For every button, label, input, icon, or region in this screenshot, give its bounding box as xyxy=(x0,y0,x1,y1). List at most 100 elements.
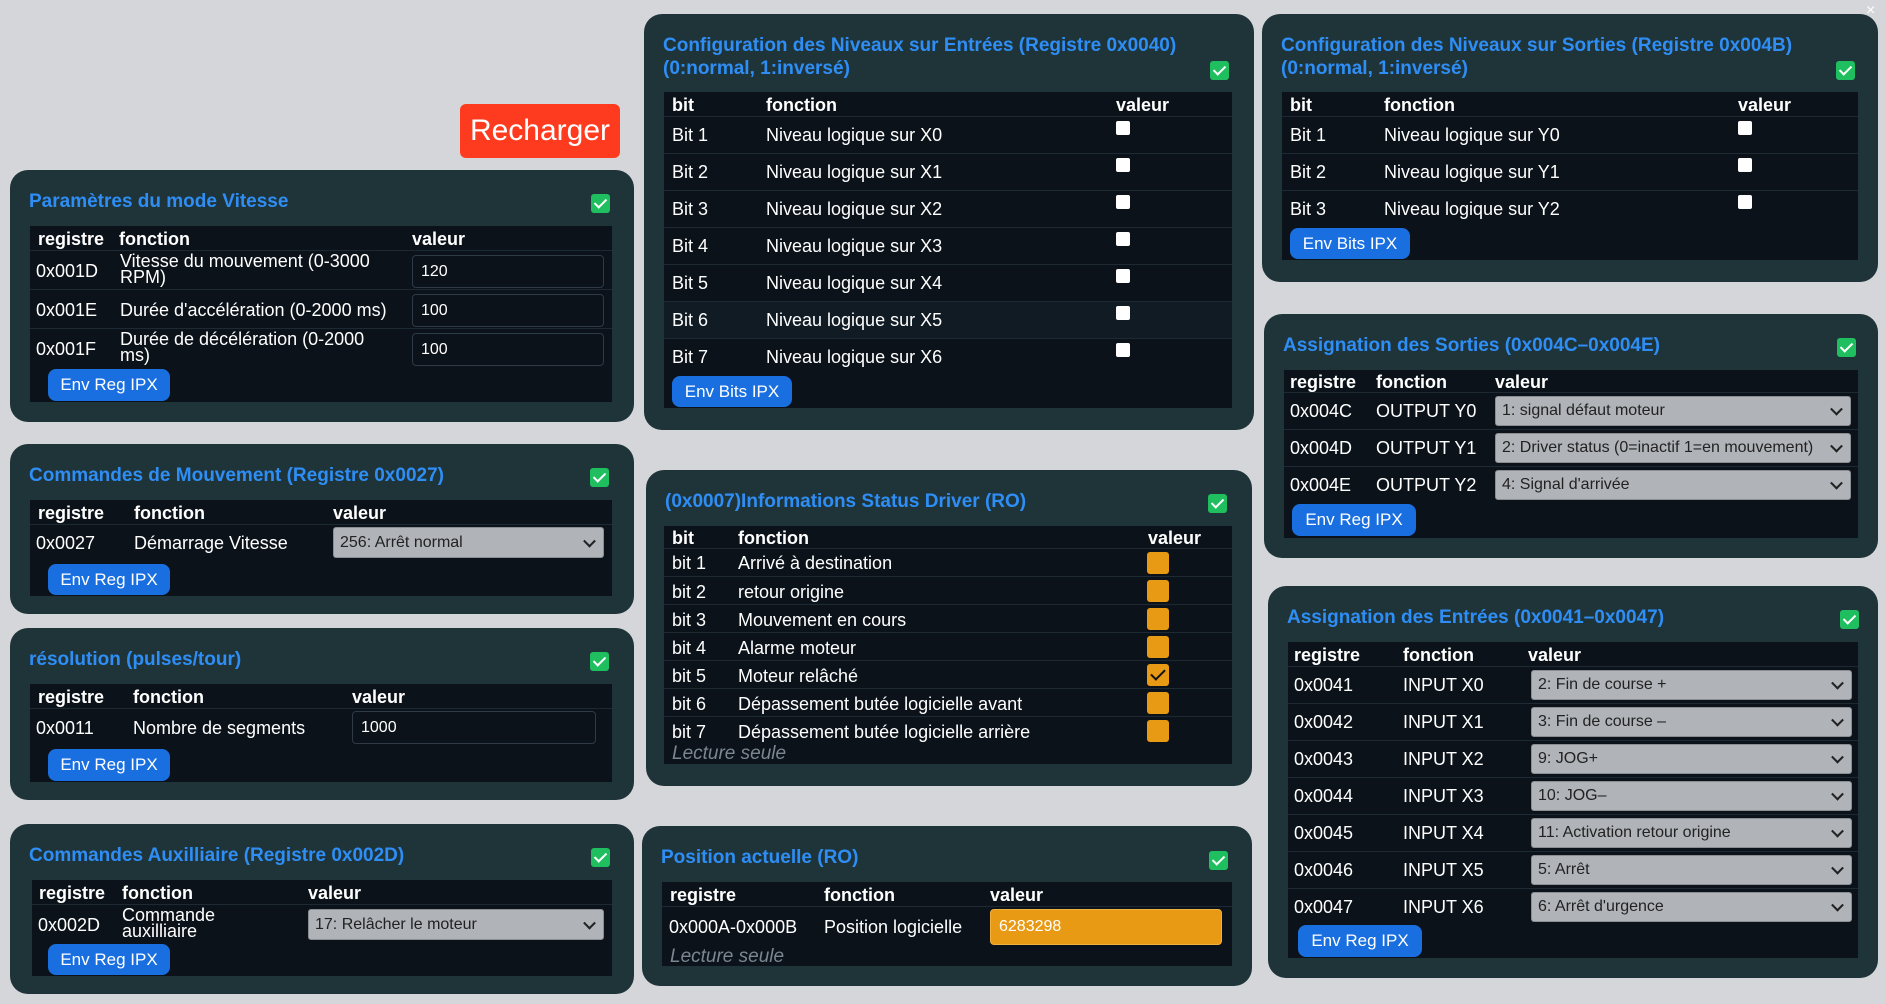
table-row: bit 6 Dépassement butée logicielle avant xyxy=(664,688,1232,716)
table-row: 0x001F Durée de décélération (0-2000 ms)… xyxy=(30,328,612,367)
position-table: registre fonction valeur 0x000A-0x000B P… xyxy=(662,882,1232,967)
function-label: Arrivé à destination xyxy=(738,553,893,573)
table-row: bit 2 retour origine xyxy=(664,576,1232,604)
table-row: Bit 2 Niveau logique sur X1 xyxy=(664,153,1232,190)
bit-label: bit 4 xyxy=(672,638,707,658)
level-checkbox[interactable] xyxy=(1116,195,1130,209)
col-fonction: fonction xyxy=(738,528,809,548)
readonly-note: Lecture seule xyxy=(670,946,785,967)
send-reg-button[interactable]: Env Reg IPX xyxy=(1298,925,1422,957)
table-row: Bit 3 Niveau logique sur Y2 xyxy=(1282,190,1858,227)
panel-checkbox[interactable] xyxy=(1209,851,1228,870)
function-label: Dépassement butée logicielle avant xyxy=(738,694,1023,714)
level-checkbox[interactable] xyxy=(1738,121,1752,135)
col-valeur: valeur xyxy=(412,229,466,249)
bit-label: Bit 4 xyxy=(672,236,709,256)
panel-checkbox[interactable] xyxy=(590,468,609,487)
level-checkbox[interactable] xyxy=(1116,158,1130,172)
register-code: 0x0045 xyxy=(1294,823,1354,843)
send-reg-button[interactable]: Env Reg IPX xyxy=(48,564,170,595)
col-registre: registre xyxy=(39,883,106,903)
input-x0-select[interactable]: 2: Fin de course + xyxy=(1531,670,1852,700)
bit-label: Bit 3 xyxy=(1290,199,1327,219)
output-y0-select[interactable]: 1: signal défaut moteur xyxy=(1495,396,1851,426)
register-code: 0x0027 xyxy=(36,533,96,553)
decel-input[interactable]: 100 xyxy=(412,333,604,366)
level-checkbox[interactable] xyxy=(1116,306,1130,320)
table-row: Bit 1 Niveau logique sur X0 xyxy=(664,116,1232,153)
send-reg-button[interactable]: Env Reg IPX xyxy=(48,944,170,975)
send-reg-button[interactable]: Env Reg IPX xyxy=(1292,504,1416,536)
function-label: Dépassement butée logicielle arrière xyxy=(738,722,1031,742)
send-reg-button[interactable]: Env Reg IPX xyxy=(48,369,170,401)
col-fonction: fonction xyxy=(119,229,190,249)
function-label: Niveau logique sur Y1 xyxy=(1384,162,1560,182)
table-row: 0x004E OUTPUT Y2 4: Signal d'arrivée xyxy=(1284,466,1858,503)
panel-checkbox[interactable] xyxy=(590,652,609,671)
register-code: 0x001D xyxy=(36,261,99,281)
col-valeur: valeur xyxy=(333,503,387,523)
position-readout: 6283298 xyxy=(990,909,1222,945)
panel-checkbox[interactable] xyxy=(1836,61,1855,80)
movement-select[interactable]: 256: Arrêt normal xyxy=(333,527,604,558)
register-code: 0x0043 xyxy=(1294,749,1354,769)
panel-checkbox[interactable] xyxy=(1210,61,1229,80)
speed-input[interactable]: 120 xyxy=(412,255,604,288)
panel-title: Position actuelle (RO) xyxy=(661,847,859,868)
function-label: Niveau logique sur X5 xyxy=(766,310,943,330)
level-checkbox[interactable] xyxy=(1116,121,1130,135)
register-table: registre fonction valeur 0x002D Commande… xyxy=(32,880,612,976)
reload-button[interactable]: Recharger xyxy=(460,104,620,158)
input-x2-select[interactable]: 9: JOG+ xyxy=(1531,744,1852,774)
send-bits-button[interactable]: Env Bits IPX xyxy=(672,376,792,407)
col-registre: registre xyxy=(1294,645,1361,665)
output-y1-select[interactable]: 2: Driver status (0=inactif 1=en mouveme… xyxy=(1495,433,1851,463)
send-reg-button[interactable]: Env Reg IPX xyxy=(48,749,170,781)
function-label: INPUT X0 xyxy=(1403,675,1484,695)
send-bits-button[interactable]: Env Bits IPX xyxy=(1290,228,1410,259)
input-x5-select[interactable]: 5: Arrêt xyxy=(1531,855,1852,885)
table-row: Bit 3 Niveau logique sur X2 xyxy=(664,190,1232,227)
level-checkbox[interactable] xyxy=(1738,158,1752,172)
segments-input[interactable]: 1000 xyxy=(352,711,596,744)
input-x6-select[interactable]: 6: Arrêt d'urgence xyxy=(1531,892,1852,922)
register-table: registre fonction valeur 0x0011 Nombre d… xyxy=(30,684,612,782)
panel-checkbox[interactable] xyxy=(591,194,610,213)
panel-checkbox[interactable] xyxy=(1840,610,1859,629)
close-icon[interactable]: × xyxy=(1866,2,1876,19)
function-label: Vitesse du mouvement (0-3000 RPM) xyxy=(120,251,370,287)
col-fonction: fonction xyxy=(133,687,204,707)
input-x1-select[interactable]: 3: Fin de course – xyxy=(1531,707,1852,737)
panel-checkbox[interactable] xyxy=(1837,338,1856,357)
function-label: INPUT X1 xyxy=(1403,712,1484,732)
level-checkbox[interactable] xyxy=(1738,195,1752,209)
status-indicator xyxy=(1147,720,1169,742)
panel-title: Assignation des Sorties (0x004C–0x004E) xyxy=(1283,335,1661,356)
table-row: Bit 2 Niveau logique sur Y1 xyxy=(1282,153,1858,190)
register-code: 0x0041 xyxy=(1294,675,1354,695)
function-label: OUTPUT Y0 xyxy=(1376,401,1477,421)
aux-select[interactable]: 17: Relâcher le moteur xyxy=(308,909,604,940)
panel-checkbox[interactable] xyxy=(1208,494,1227,513)
level-checkbox[interactable] xyxy=(1116,269,1130,283)
col-valeur: valeur xyxy=(1116,95,1170,115)
input-x3-select[interactable]: 10: JOG– xyxy=(1531,781,1852,811)
table-row: Bit 1 Niveau logique sur Y0 xyxy=(1282,116,1858,153)
output-y2-select[interactable]: 4: Signal d'arrivée xyxy=(1495,470,1851,500)
level-checkbox[interactable] xyxy=(1116,343,1130,357)
level-checkbox[interactable] xyxy=(1116,232,1130,246)
col-fonction: fonction xyxy=(134,503,205,523)
panel-driver-status: (0x0007)Informations Status Driver (RO) … xyxy=(646,470,1252,786)
col-fonction: fonction xyxy=(824,885,895,905)
table-row: 0x001D Vitesse du mouvement (0-3000 RPM)… xyxy=(30,250,612,289)
register-code: 0x000A-0x000B xyxy=(669,917,798,937)
status-indicator xyxy=(1147,692,1169,714)
accel-input[interactable]: 100 xyxy=(412,294,604,327)
function-label: Durée d'accélération (0-2000 ms) xyxy=(120,300,387,320)
register-code: 0x004D xyxy=(1290,438,1353,458)
panel-checkbox[interactable] xyxy=(591,848,610,867)
function-label: Niveau logique sur X1 xyxy=(766,162,943,182)
panel-title: résolution (pulses/tour) xyxy=(29,649,242,670)
bit-label: Bit 2 xyxy=(672,162,709,182)
input-x4-select[interactable]: 11: Activation retour origine xyxy=(1531,818,1852,848)
